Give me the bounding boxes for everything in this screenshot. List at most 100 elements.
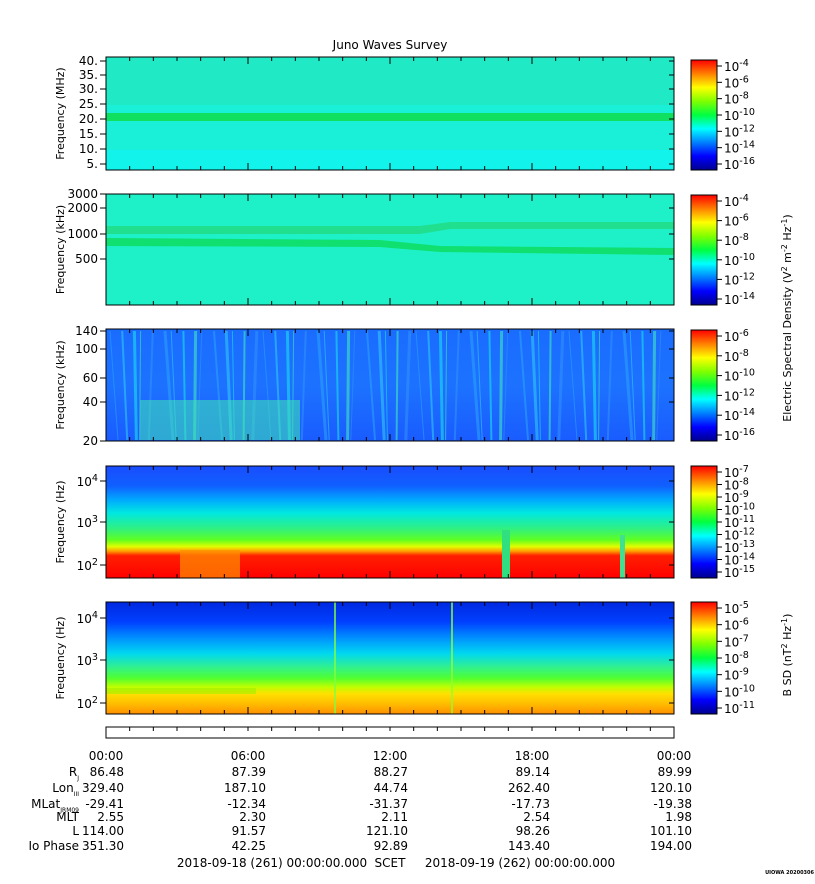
colorbar-tick-label: 10-9 xyxy=(724,489,749,505)
colorbar xyxy=(690,59,718,171)
panel-3-streak xyxy=(350,330,356,441)
panel-3-streak xyxy=(415,330,425,441)
y-axis-label: Frequency (kHz) xyxy=(54,340,67,429)
ephemeris-row-label: RJ xyxy=(69,765,79,782)
ephemeris-value: 88.27 xyxy=(374,765,408,779)
ephemeris-value: 2.55 xyxy=(97,810,124,824)
panel-3-streak xyxy=(591,330,597,441)
panel-3-streak xyxy=(404,330,412,441)
panel-1-spectrogram xyxy=(105,56,675,171)
panel-2-lower-emission xyxy=(106,238,674,255)
magnetic-colorbar-label: B SD (nT2 Hz-1) xyxy=(780,614,794,697)
y-tick-label: 3000 xyxy=(67,187,98,201)
panel-3-streak xyxy=(121,330,129,441)
colorbar-tick-label: 10-14 xyxy=(724,552,755,568)
y-tick-label: 104 xyxy=(77,473,98,489)
colorbar-tick-label: 10-6 xyxy=(724,617,749,633)
panel-3-streak xyxy=(568,330,578,441)
y-tick-label: 15. xyxy=(79,127,98,141)
y-tick-label: 100 xyxy=(75,342,98,356)
y-tick-label: 35. xyxy=(79,68,98,82)
colorbars: 10-410-610-810-1010-1210-1410-1610-410-6… xyxy=(690,58,794,716)
y-tick-label: 1000 xyxy=(67,227,98,241)
axis-labels: 40.35.30.25.20.15.10.5. Frequency (MHz) 30… xyxy=(54,54,98,711)
panel-3-streak xyxy=(606,330,613,441)
panel-3-streak xyxy=(395,330,399,441)
y-tick-label: 102 xyxy=(77,557,98,573)
date-end: 2018-09-19 (262) 00:00:00.000 xyxy=(425,856,615,870)
axis-ticks xyxy=(100,57,675,731)
y-axis-label: Frequency (MHz) xyxy=(54,67,67,159)
y-tick-label: 5. xyxy=(87,157,98,171)
panel-3-streak xyxy=(384,330,388,441)
panel-3-streak xyxy=(300,330,307,441)
panel-3-spectrogram xyxy=(105,328,675,442)
colorbar-tick-label: 10-7 xyxy=(724,633,749,649)
panel-3-streak xyxy=(641,330,646,441)
ephemeris-row-label: Io Phase xyxy=(28,839,79,853)
colorbar-tick-label: 10-8 xyxy=(724,232,749,248)
panel-3-streak xyxy=(346,330,351,441)
colorbar xyxy=(690,465,718,579)
y-axis-label: Frequency (Hz) xyxy=(54,481,67,564)
panel-3-streak xyxy=(537,330,541,441)
colorbar-tick-label: 10-7 xyxy=(724,464,749,480)
panel-3-streak xyxy=(629,330,636,441)
y-tick-label: 60 xyxy=(83,371,98,385)
ephemeris-value: 1.98 xyxy=(665,810,692,824)
panel-3-streaks xyxy=(109,330,662,441)
panel-3-streak xyxy=(323,330,330,441)
panel-3-streak xyxy=(499,330,504,441)
y-tick-label: 103 xyxy=(77,514,98,530)
y-tick-label: 104 xyxy=(77,610,98,626)
colorbar xyxy=(690,329,718,442)
panel-2-upper-emission xyxy=(106,222,674,234)
colorbar-tick-label: 10-13 xyxy=(724,539,755,555)
panel-4-orange-patch xyxy=(180,550,240,578)
panel-3-streak xyxy=(598,330,601,441)
ephemeris-value: 101.10 xyxy=(650,824,692,838)
colorbar-tick-label: 10-12 xyxy=(724,527,755,543)
ephemeris-row-label: MLatJRM09 xyxy=(31,797,79,814)
panel-3-streak xyxy=(132,330,138,441)
ephemeris-value: 329.40 xyxy=(82,781,124,795)
panel-4-dip-1 xyxy=(502,530,510,578)
colorbar-tick-label: 10-8 xyxy=(724,348,749,364)
panel-3-streak xyxy=(622,330,634,441)
y-tick-label: 10. xyxy=(79,142,98,156)
time-label: 00:00 xyxy=(657,749,692,763)
ephemeris-value: 2.11 xyxy=(381,810,408,824)
date-start: 2018-09-18 (261) 00:00:00.000 xyxy=(177,856,367,870)
colorbar-tick-label: 10-4 xyxy=(724,58,749,74)
y-tick-label: 102 xyxy=(77,695,98,711)
colorbar-tick-label: 10-12 xyxy=(724,123,755,139)
ephemeris-row-label: L xyxy=(72,824,79,838)
ephemeris-value: 92.89 xyxy=(374,839,408,853)
panel-5-dip-1 xyxy=(106,688,256,694)
ephemeris-value: 98.26 xyxy=(516,824,550,838)
panel-4-dip-2 xyxy=(620,535,625,578)
ephemeris-value: 120.10 xyxy=(650,781,692,795)
colorbar-tick-label: 10-10 xyxy=(724,368,755,384)
y-axis-label: Frequency (kHz) xyxy=(54,205,67,294)
y-tick-label: 103 xyxy=(77,652,98,668)
ephemeris-value: 143.40 xyxy=(508,839,550,853)
colorbar-tick-label: 10-5 xyxy=(724,600,749,616)
y-tick-label: 25. xyxy=(79,97,98,111)
ephemeris-value: 44.74 xyxy=(374,781,408,795)
colorbar-tick-label: 10-15 xyxy=(724,564,755,580)
ephemeris-value: 114.00 xyxy=(82,824,124,838)
panel-3-streak xyxy=(335,330,340,441)
y-axis-label: Frequency (Hz) xyxy=(54,617,67,700)
ephemeris-value: 89.99 xyxy=(658,765,692,779)
panel-4-spectrogram xyxy=(105,465,675,579)
colorbar-tick-label: 10-6 xyxy=(724,328,749,344)
time-label: 00:00 xyxy=(89,749,124,763)
colorbar-tick-label: 10-8 xyxy=(724,91,749,107)
y-tick-label: 500 xyxy=(75,252,98,266)
ephemeris-value: 2.54 xyxy=(523,810,550,824)
ephemeris-value: -29.41 xyxy=(85,797,124,811)
colorbar-tick-label: 10-14 xyxy=(724,140,755,156)
colorbar-tick-label: 10-16 xyxy=(724,156,755,172)
